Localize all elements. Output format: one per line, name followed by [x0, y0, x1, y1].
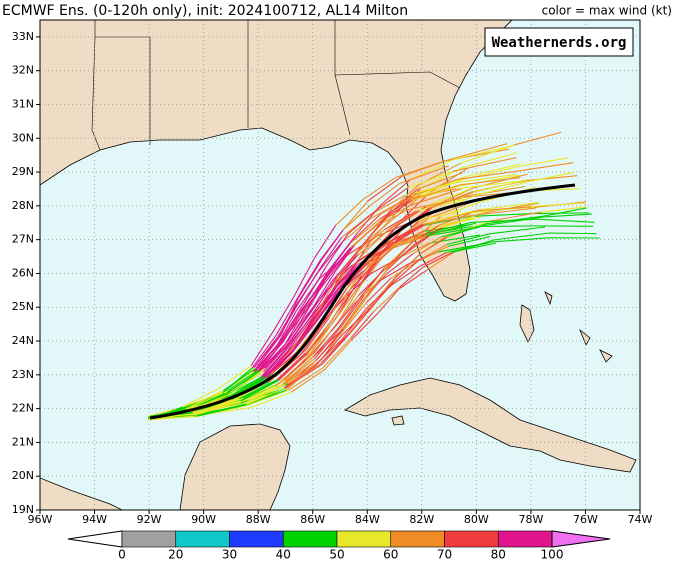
lat-label: 19N	[12, 503, 34, 516]
lat-label: 33N	[12, 30, 34, 43]
colorbar-bin	[230, 531, 284, 547]
colorbar-label: 50	[329, 548, 344, 562]
title: ECMWF Ens. (0-120h only), init: 20241007…	[2, 3, 408, 19]
lat-label: 27N	[12, 233, 34, 246]
lon-label: 84W	[355, 513, 380, 526]
colorbar-label: 80	[491, 548, 506, 562]
lat-label: 29N	[12, 165, 34, 178]
lon-label: 92W	[137, 513, 162, 526]
watermark: Weathernerds.org	[492, 35, 627, 51]
colorbar-label: 100	[541, 548, 564, 562]
lon-label: 88W	[246, 513, 271, 526]
colorbar-bin	[498, 531, 552, 547]
lon-label: 78W	[518, 513, 543, 526]
lon-label: 82W	[409, 513, 434, 526]
lat-label: 30N	[12, 131, 34, 144]
legend-note: color = max wind (kt)	[542, 4, 672, 18]
lat-label: 21N	[12, 435, 34, 448]
lon-label: 80W	[464, 513, 489, 526]
colorbar-label: 40	[276, 548, 291, 562]
colorbar-over	[552, 531, 610, 547]
lon-label: 86W	[300, 513, 325, 526]
colorbar-label: 0	[118, 548, 126, 562]
colorbar-bin	[283, 531, 337, 547]
colorbar: 0 20 30 40 50 60 70 80 100	[68, 531, 610, 562]
lon-label: 74W	[628, 513, 653, 526]
lat-label: 22N	[12, 402, 34, 415]
lat-label: 32N	[12, 64, 34, 77]
lon-label: 90W	[191, 513, 216, 526]
colorbar-bin	[391, 531, 445, 547]
colorbar-bin	[176, 531, 230, 547]
lon-label: 76W	[573, 513, 598, 526]
colorbar-label: 70	[437, 548, 452, 562]
track-segment	[549, 233, 596, 234]
lat-label: 20N	[12, 469, 34, 482]
lat-label: 23N	[12, 368, 34, 381]
colorbar-bin	[122, 531, 176, 547]
lat-label: 31N	[12, 97, 34, 110]
lat-label: 25N	[12, 300, 34, 313]
lat-label: 28N	[12, 199, 34, 212]
lon-label: 94W	[82, 513, 107, 526]
colorbar-label: 20	[168, 548, 183, 562]
colorbar-label: 60	[383, 548, 398, 562]
map-area	[40, 20, 640, 510]
track-segment	[534, 213, 590, 214]
lat-label: 24N	[12, 334, 34, 347]
colorbar-label: 30	[222, 548, 237, 562]
lat-label: 26N	[12, 266, 34, 279]
colorbar-bin	[445, 531, 499, 547]
colorbar-bin	[337, 531, 391, 547]
colorbar-under	[68, 531, 122, 547]
